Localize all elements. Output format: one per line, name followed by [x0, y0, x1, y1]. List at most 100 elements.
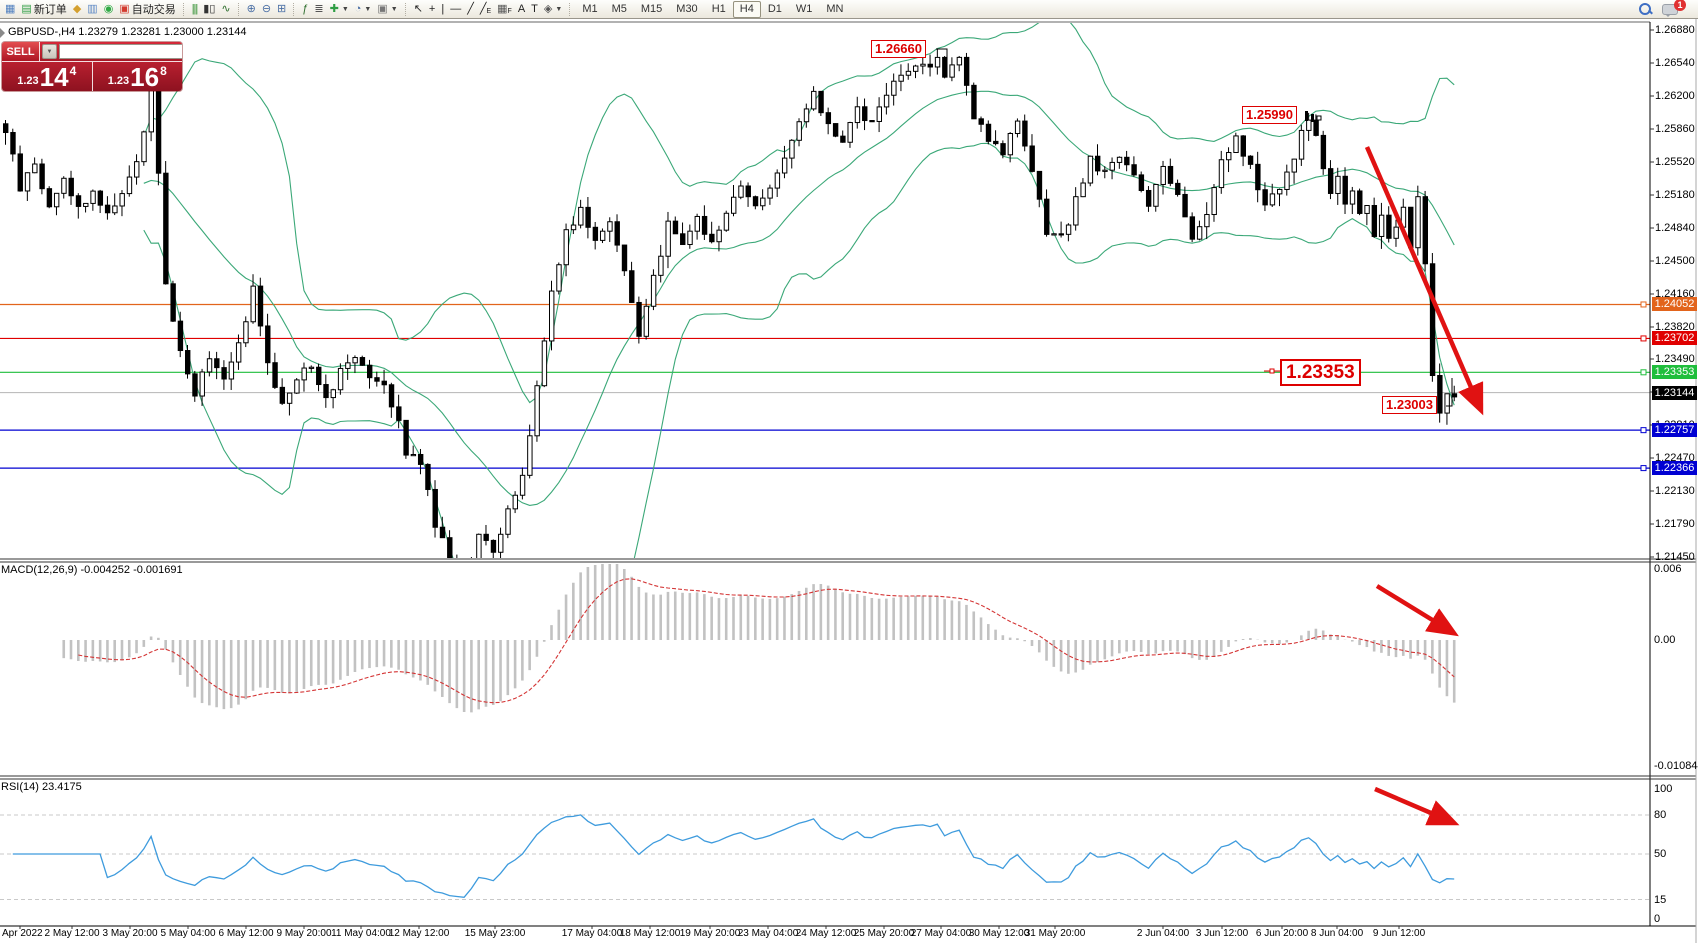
rsi-line [12, 814, 1455, 898]
macd-down-arrow[interactable] [1375, 584, 1459, 637]
indicator-list-icon[interactable]: ≣ [311, 2, 326, 17]
main-down-arrow[interactable] [1364, 146, 1484, 416]
bollinger-lower-band [143, 142, 1455, 558]
search-icon[interactable] [1638, 2, 1653, 16]
level-line-handle[interactable] [1640, 427, 1647, 434]
candle-body [1444, 393, 1450, 414]
candle-body [1189, 216, 1196, 240]
timeframe-m1[interactable]: M1 [582, 3, 598, 15]
candle-body [490, 539, 497, 553]
price-tick: 1.25180 [1655, 188, 1695, 201]
price-annotation[interactable]: 1.23353 [1280, 359, 1361, 386]
candle-body [32, 163, 38, 174]
candle-body [214, 358, 220, 369]
candle-body [61, 177, 67, 194]
rsi-tick: 0 [1654, 913, 1661, 925]
candle-body [469, 561, 473, 580]
new-order-button[interactable]: ▤ 新订单 [21, 2, 67, 17]
tile-windows-icon[interactable]: ⊞ [274, 2, 289, 17]
timeframe-m5[interactable]: M5 [611, 3, 627, 15]
candle-body [621, 244, 628, 272]
level-line-handle[interactable] [1640, 335, 1647, 342]
candle-body [738, 185, 744, 198]
periods-button[interactable]: ◔ ▼ [354, 2, 372, 15]
candle-body [1393, 226, 1399, 239]
fibonacci-tool[interactable]: ╱ E [479, 2, 492, 16]
date-tick: 27 May 04:00 [910, 928, 972, 939]
candle-body [483, 533, 489, 541]
cursor-tool[interactable]: ↖ [411, 2, 426, 17]
trendline-tool[interactable]: ╱ [464, 2, 477, 17]
candle-body [1247, 155, 1254, 165]
candle-body [825, 112, 832, 125]
level-price-label[interactable]: 1.23353 [1652, 365, 1697, 380]
line-chart-type-icon[interactable]: ∿ [218, 2, 233, 17]
level-price-label[interactable]: 1.24052 [1652, 297, 1697, 312]
candle-body [1320, 134, 1327, 170]
candle-body [1233, 135, 1239, 154]
timeframe-mn[interactable]: MN [826, 3, 844, 15]
candle-body [119, 193, 125, 207]
price-annotation[interactable]: 1.23003 [1382, 396, 1437, 414]
panel-collapse-toggle[interactable] [0, 28, 10, 38]
level-price-label[interactable]: 1.23702 [1652, 331, 1697, 346]
label-tool[interactable]: T [528, 2, 541, 17]
chat-icon[interactable]: 1 [1662, 0, 1686, 17]
candle-body [250, 285, 256, 323]
candle-body [432, 488, 438, 528]
candle-body [556, 264, 562, 292]
text-tool[interactable]: A [515, 2, 528, 17]
horizontal-line-tool[interactable]: — [447, 2, 464, 17]
channel-tool[interactable]: ▦ F [497, 2, 512, 16]
sell-button[interactable]: SELL [2, 42, 40, 61]
volume-input[interactable] [59, 44, 182, 59]
auto-trading-button[interactable]: ▣ 自动交易 [119, 2, 176, 17]
shapes-tool[interactable]: ◈ ▼ [543, 2, 563, 15]
candle-body [163, 172, 169, 285]
quotes-icon[interactable]: ◆ [70, 2, 84, 17]
add-indicator-button[interactable]: ✚ ▼ [329, 2, 349, 15]
ask-price[interactable]: 1.23 16 8 [107, 62, 167, 91]
level-price-label[interactable]: 1.22757 [1652, 423, 1697, 438]
price-tick: 1.25860 [1655, 122, 1695, 135]
candle-body [1437, 375, 1443, 414]
timeframe-h4[interactable]: H4 [732, 0, 761, 18]
candle-body [1277, 188, 1283, 195]
volume-decrease-button[interactable]: ▼ [42, 44, 57, 59]
templates-glyph: ▣ [377, 2, 388, 15]
level-price-label[interactable]: 1.22366 [1652, 461, 1697, 476]
candle-body [367, 364, 373, 379]
crosshair-tool[interactable]: + [426, 2, 438, 17]
timeframe-d1[interactable]: D1 [767, 3, 782, 15]
level-line-handle[interactable] [1640, 301, 1647, 308]
price-annotation[interactable]: 1.25990 [1242, 106, 1297, 124]
timeframe-m15[interactable]: M15 [640, 3, 663, 15]
level-line-handle[interactable] [1640, 369, 1647, 376]
candle-chart-type-icon[interactable]: ▮▯ [200, 2, 218, 17]
timeframe-h1[interactable]: H1 [711, 3, 726, 15]
candle-body [1204, 214, 1210, 228]
candle-body [1415, 196, 1421, 249]
bar-chart-type-icon[interactable]: ||| [189, 2, 201, 17]
indicators-icon[interactable]: ƒ [299, 2, 311, 17]
templates-button[interactable]: ▣ ▼ [377, 2, 398, 15]
price-tick: 1.26880 [1655, 24, 1695, 36]
candle-body [869, 120, 875, 123]
rsi-down-arrow[interactable] [1374, 786, 1460, 826]
price-annotation[interactable]: 1.26660 [871, 40, 926, 58]
timeframe-m30[interactable]: M30 [676, 3, 698, 15]
zoom-in-icon[interactable]: ⊕ [244, 2, 259, 17]
chart-window-icon[interactable]: ▦ [2, 2, 18, 17]
mailbox-icon[interactable]: ▥ [84, 2, 100, 17]
one-click-trading-panel: SELL ▼ ▲ BUY 1.23 14 4 1.23 16 8 [2, 42, 182, 91]
vertical-line-tool[interactable]: | [438, 2, 447, 17]
level-line-handle[interactable] [1640, 465, 1647, 472]
timeframe-w1[interactable]: W1 [795, 3, 813, 15]
macd-tick: -0.010844 [1654, 760, 1698, 772]
signals-icon[interactable]: ◉ [101, 2, 117, 17]
bid-price[interactable]: 1.23 14 4 [2, 62, 93, 91]
candle-body [949, 64, 955, 78]
zoom-out-icon[interactable]: ⊖ [259, 2, 274, 17]
candle-body [388, 384, 395, 408]
